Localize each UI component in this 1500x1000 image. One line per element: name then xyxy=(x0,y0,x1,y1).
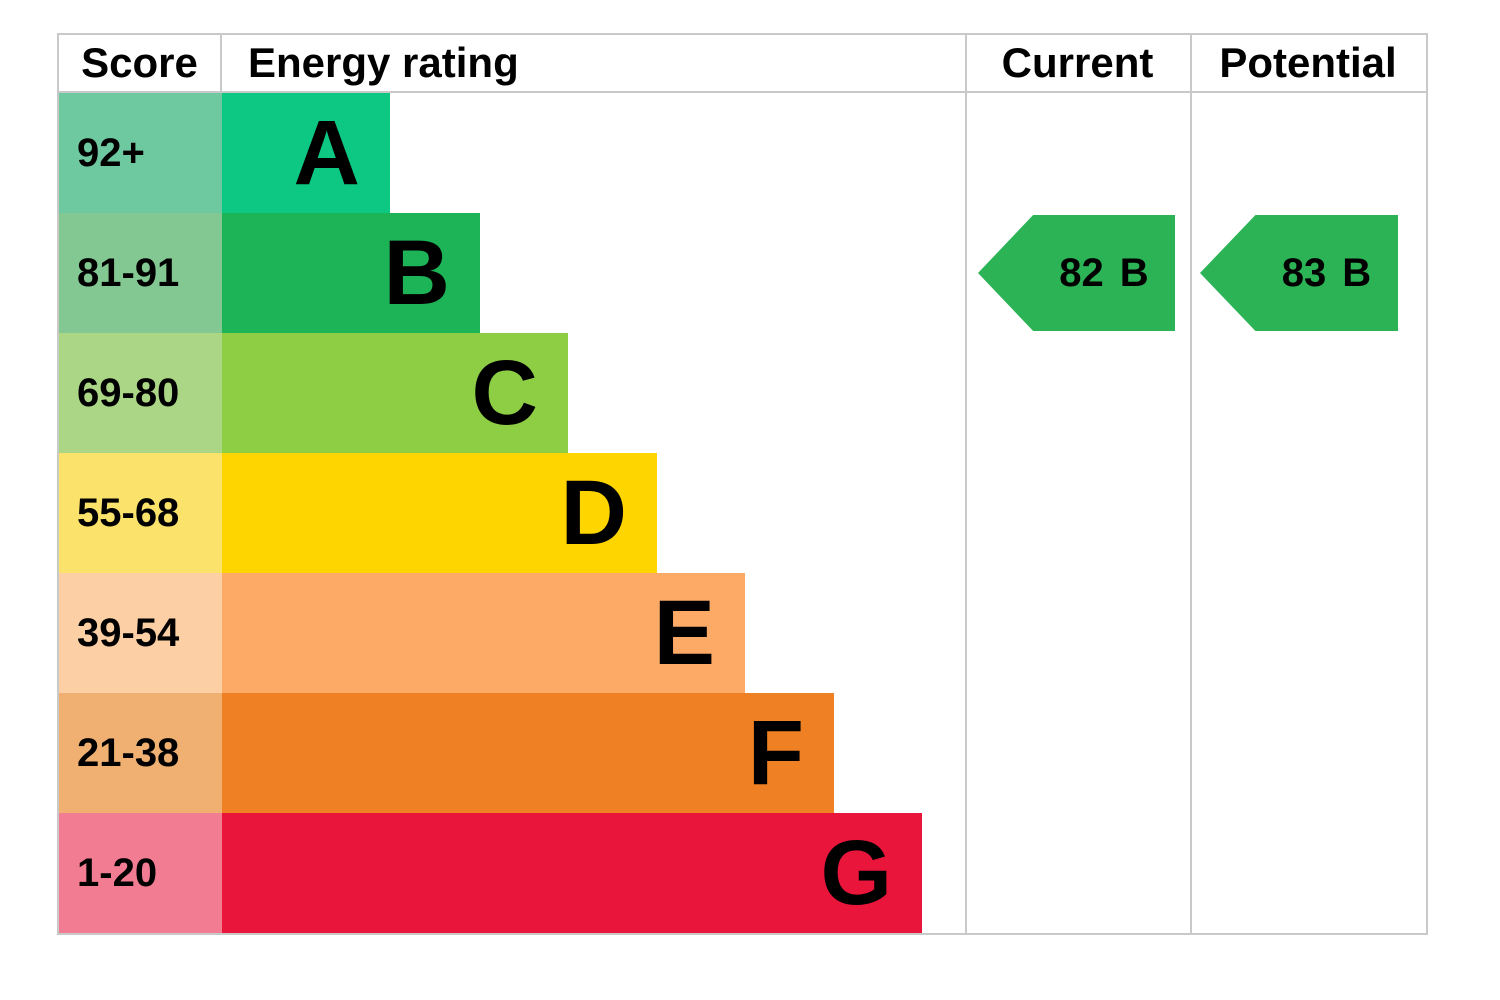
score-range-c: 69-80 xyxy=(59,333,222,453)
rating-bar-a: A xyxy=(222,93,390,213)
rating-bar-f: F xyxy=(222,693,834,813)
rating-bar-c: C xyxy=(222,333,568,453)
current-rating-value: 82 xyxy=(1059,250,1104,295)
header-energy-rating: Energy rating xyxy=(248,39,519,86)
potential-rating-grade: B xyxy=(1342,250,1372,295)
current-column-divider xyxy=(965,35,967,933)
rating-bar-d: D xyxy=(222,453,657,573)
rating-bar-e: E xyxy=(222,573,745,693)
band-row-c: 69-80 C xyxy=(59,333,1426,453)
band-row-d: 55-68 D xyxy=(59,453,1426,573)
header-potential: Potential xyxy=(1219,39,1397,86)
band-row-e: 39-54 E xyxy=(59,573,1426,693)
header-current: Current xyxy=(1001,39,1154,86)
header-score: Score xyxy=(59,35,222,91)
rating-bar-g: G xyxy=(222,813,922,933)
potential-rating-value: 83 xyxy=(1281,250,1327,295)
score-range-g: 1-20 xyxy=(59,813,222,933)
rating-bar-b: B xyxy=(222,213,480,333)
current-rating-grade: B xyxy=(1119,250,1149,295)
band-row-b: 81-91 B xyxy=(59,213,1426,333)
band-row-g: 1-20 G xyxy=(59,813,1426,933)
score-range-b: 81-91 xyxy=(59,213,222,333)
score-range-f: 21-38 xyxy=(59,693,222,813)
epc-table: Score Energy rating Current Potential 92… xyxy=(57,33,1428,935)
score-range-d: 55-68 xyxy=(59,453,222,573)
band-row-a: 92+ A xyxy=(59,93,1426,213)
table-header-row: Score Energy rating Current Potential xyxy=(59,35,1426,93)
score-range-a: 92+ xyxy=(59,93,222,213)
score-range-e: 39-54 xyxy=(59,573,222,693)
band-rows: 92+ A 81-91 B 69-80 C 55-68 D 39-54 E 21-38 F 1-20 G xyxy=(59,93,1426,933)
band-row-f: 21-38 F xyxy=(59,693,1426,813)
potential-column-divider xyxy=(1190,35,1192,933)
